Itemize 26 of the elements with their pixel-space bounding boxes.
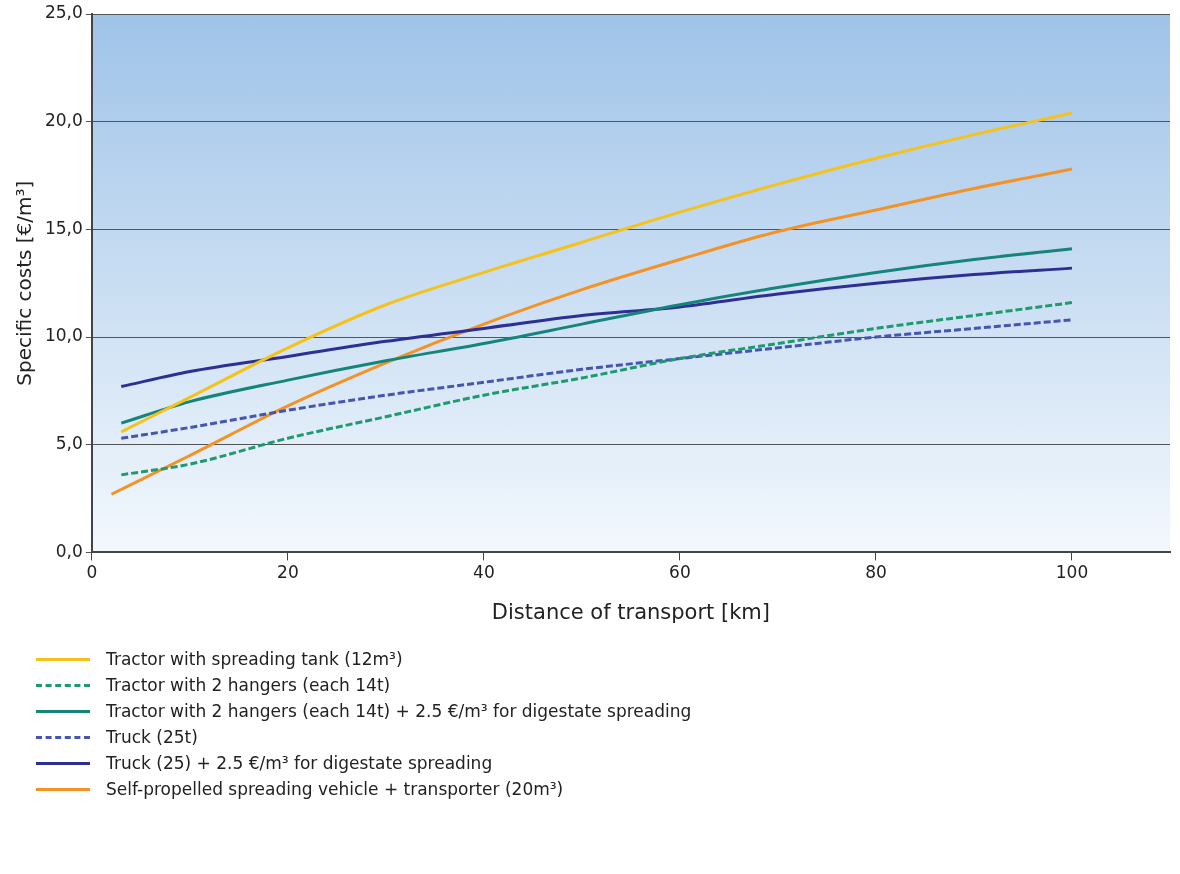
- x-tick-label: 0: [86, 562, 98, 583]
- y-tick-label: 10,0: [44, 325, 83, 346]
- legend-label: Tractor with 2 hangers (each 14t): [106, 675, 391, 695]
- legend-label: Truck (25) + 2.5 €/m³ for digestate spreading: [106, 753, 493, 773]
- line-series: [119, 318, 1074, 440]
- y-tick-label: 25,0: [44, 2, 83, 23]
- y-tick-label: 5,0: [55, 433, 83, 454]
- legend-label: Tractor with spreading tank (12m³): [106, 649, 403, 669]
- y-tick-label: 15,0: [44, 217, 83, 238]
- line-series: [119, 301, 1074, 477]
- x-tick-label: 20: [277, 562, 299, 583]
- legend-label: Truck (25t): [106, 727, 198, 747]
- x-axis-title: Distance of transport [km]: [491, 599, 770, 624]
- y-axis-title: Specific costs [€/m³]: [12, 180, 37, 386]
- legend-label: Tractor with 2 hangers (each 14t) + 2.5 €/m³ for digestate spreading: [106, 701, 692, 721]
- line-series: [109, 167, 1074, 496]
- line-series: [119, 247, 1074, 425]
- legend-label: Self-propelled spreading vehicle + transporter (20m³): [106, 779, 564, 799]
- line-series: [119, 111, 1074, 434]
- x-tick-label: 40: [473, 562, 495, 583]
- x-tick-label: 100: [1055, 562, 1089, 583]
- y-tick-label: 20,0: [44, 110, 83, 131]
- x-tick-label: 80: [865, 562, 887, 583]
- x-tick-label: 60: [669, 562, 691, 583]
- y-tick-label: 0,0: [55, 540, 83, 561]
- line-series: [119, 266, 1074, 389]
